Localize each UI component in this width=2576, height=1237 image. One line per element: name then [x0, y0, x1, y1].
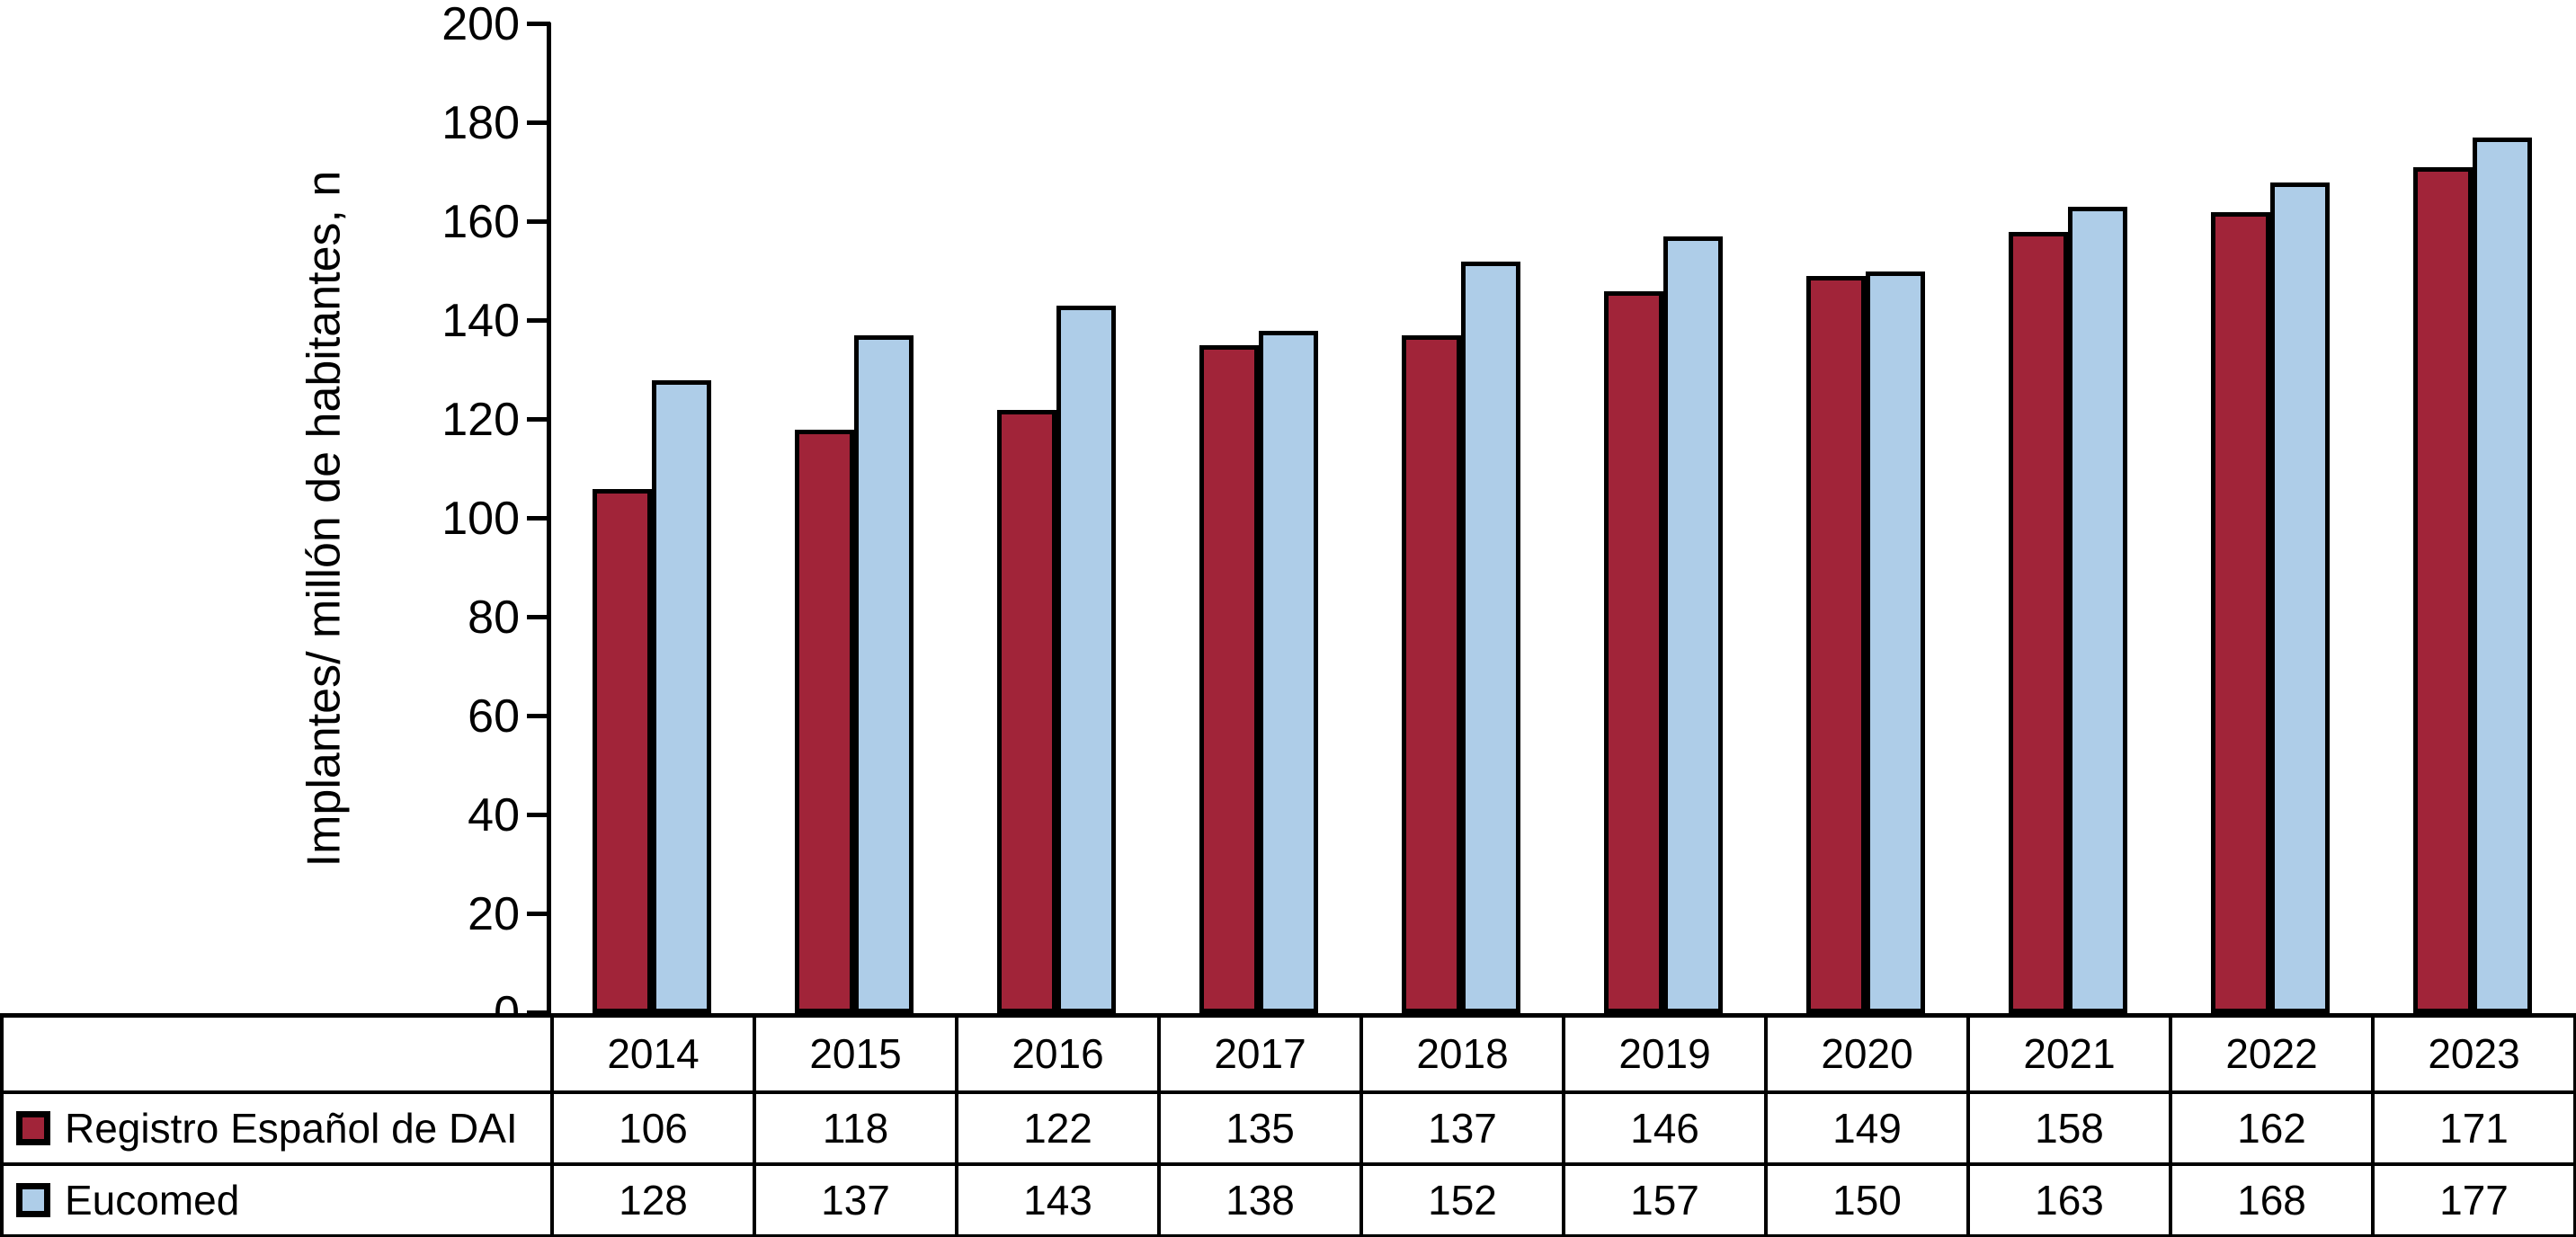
- y-axis-tick: [527, 813, 550, 817]
- bar-eucomed-2023: [2472, 138, 2532, 1013]
- y-axis-tick: [527, 417, 550, 422]
- value-cell-eucomed-2016: 143: [955, 1161, 1161, 1237]
- y-axis-tick: [527, 516, 550, 521]
- bar-registro-espa-ol-de-dai-2019: [1603, 291, 1663, 1013]
- value-cell-eucomed-2023: 177: [2371, 1161, 2576, 1237]
- year-header-cell: 2018: [1359, 1013, 1565, 1094]
- y-axis-tick-label: 140: [441, 295, 520, 347]
- bar-eucomed-2022: [2269, 182, 2330, 1013]
- value-cell-registro-espa-ol-de-dai-2020: 149: [1764, 1090, 1970, 1166]
- bar-registro-espa-ol-de-dai-2017: [1199, 345, 1259, 1013]
- bar-eucomed-2016: [1056, 306, 1116, 1013]
- y-axis-tick-label: 160: [441, 196, 520, 248]
- value-cell-eucomed-2019: 157: [1562, 1161, 1768, 1237]
- bar-eucomed-2015: [853, 335, 914, 1013]
- y-axis-tick-label: 40: [468, 789, 520, 841]
- bar-registro-espa-ol-de-dai-2014: [592, 489, 652, 1013]
- value-cell-registro-espa-ol-de-dai-2022: 162: [2169, 1090, 2375, 1166]
- bar-eucomed-2018: [1460, 262, 1520, 1013]
- bar-eucomed-2014: [651, 380, 711, 1013]
- bar-eucomed-2021: [2067, 207, 2127, 1013]
- year-header-row: 2014 2015 2016 2017 2018 2019 2020 2021 2022 2023: [0, 1013, 2576, 1094]
- bar-eucomed-2020: [1865, 271, 1925, 1013]
- series-row-eucomed: Eucomed 128 137 143 138 152 157 150 163 168 177: [0, 1161, 2576, 1237]
- year-header-cell: 2022: [2169, 1013, 2375, 1094]
- bar-registro-espa-ol-de-dai-2023: [2412, 167, 2473, 1013]
- value-cell-eucomed-2020: 150: [1764, 1161, 1970, 1237]
- year-header-cell: 2015: [753, 1013, 958, 1094]
- y-axis-tick: [527, 318, 550, 323]
- bar-eucomed-2017: [1258, 331, 1318, 1013]
- value-cell-registro-espa-ol-de-dai-2023: 171: [2371, 1090, 2576, 1166]
- value-cell-registro-espa-ol-de-dai-2015: 118: [753, 1090, 958, 1166]
- y-axis-tick-label: 100: [441, 493, 520, 545]
- year-header-cell: 2014: [550, 1013, 756, 1094]
- value-cell-eucomed-2022: 168: [2169, 1161, 2375, 1237]
- value-cell-eucomed-2021: 163: [1966, 1161, 2172, 1237]
- y-axis-tick: [527, 22, 550, 26]
- bar-registro-espa-ol-de-dai-2021: [2008, 232, 2068, 1013]
- year-header-cell: 2017: [1157, 1013, 1363, 1094]
- value-cell-eucomed-2015: 137: [753, 1161, 958, 1237]
- value-cell-registro-espa-ol-de-dai-2021: 158: [1966, 1090, 2172, 1166]
- y-axis-tick: [527, 219, 550, 224]
- legend-label: Registro Español de DAI: [65, 1104, 518, 1152]
- year-header-cell: 2016: [955, 1013, 1161, 1094]
- legend-label: Eucomed: [65, 1176, 240, 1224]
- y-axis-tick-label: 60: [468, 690, 520, 743]
- y-axis-tick-label: 120: [441, 394, 520, 446]
- legend-cell-eucomed: Eucomed: [0, 1161, 554, 1237]
- y-axis-tick-label: 180: [441, 97, 520, 149]
- y-axis-tick-label: 20: [468, 888, 520, 940]
- year-header-cell: 2019: [1562, 1013, 1768, 1094]
- bar-registro-espa-ol-de-dai-2015: [794, 430, 854, 1013]
- bar-registro-espa-ol-de-dai-2018: [1401, 335, 1461, 1013]
- y-axis-tick-label: 80: [468, 592, 520, 644]
- y-axis-tick: [527, 120, 550, 125]
- bar-eucomed-2019: [1662, 236, 1723, 1013]
- value-cell-registro-espa-ol-de-dai-2019: 146: [1562, 1090, 1768, 1166]
- y-axis-tick: [527, 615, 550, 619]
- y-axis-tick: [527, 1010, 550, 1015]
- bar-registro-espa-ol-de-dai-2016: [996, 410, 1056, 1013]
- y-axis-tick-label: 200: [441, 0, 520, 50]
- value-cell-registro-espa-ol-de-dai-2017: 135: [1157, 1090, 1363, 1166]
- value-cell-eucomed-2017: 138: [1157, 1161, 1363, 1237]
- value-cell-registro-espa-ol-de-dai-2014: 106: [550, 1090, 756, 1166]
- value-cell-eucomed-2018: 152: [1359, 1161, 1565, 1237]
- value-cell-registro-espa-ol-de-dai-2016: 122: [955, 1090, 1161, 1166]
- value-cell-registro-espa-ol-de-dai-2018: 137: [1359, 1090, 1565, 1166]
- legend-swatch-registro-espa-ol-de-dai: [16, 1110, 50, 1145]
- legend-swatch-eucomed: [16, 1182, 50, 1217]
- legend-cell-registro-espa-ol-de-dai: Registro Español de DAI: [0, 1090, 554, 1166]
- year-header-cell: 2020: [1764, 1013, 1970, 1094]
- series-row-registro-espa-ol-de-dai: Registro Español de DAI 106 118 122 135 137 14…: [0, 1090, 2576, 1166]
- value-cell-eucomed-2014: 128: [550, 1161, 756, 1237]
- year-header-cell: 2023: [2371, 1013, 2576, 1094]
- data-table: 2014 2015 2016 2017 2018 2019 2020 2021 2022 2023…: [0, 1013, 2576, 1237]
- y-axis-tick: [527, 714, 550, 718]
- bar-registro-espa-ol-de-dai-2022: [2210, 212, 2270, 1013]
- year-header-cell: 2021: [1966, 1013, 2172, 1094]
- table-corner-spacer: [0, 1013, 554, 1094]
- bar-registro-espa-ol-de-dai-2020: [1805, 276, 1866, 1013]
- y-axis-tick: [527, 912, 550, 916]
